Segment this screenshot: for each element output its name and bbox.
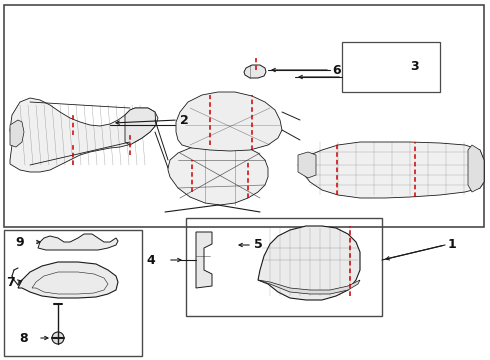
Bar [186, 218, 382, 316]
Polygon shape [298, 142, 484, 198]
Text: 6: 6 [332, 63, 341, 77]
Bar [4, 5, 484, 227]
Text: 5: 5 [254, 239, 263, 252]
Text: 4: 4 [146, 253, 155, 266]
Polygon shape [244, 65, 266, 78]
Polygon shape [168, 144, 268, 205]
Polygon shape [176, 92, 282, 151]
Polygon shape [298, 152, 316, 178]
Text: 3: 3 [410, 59, 418, 72]
Bar [342, 42, 440, 92]
Text: 1: 1 [448, 239, 457, 252]
Polygon shape [196, 232, 212, 288]
Polygon shape [38, 234, 118, 250]
Polygon shape [10, 120, 24, 147]
Circle shape [52, 332, 64, 344]
Circle shape [201, 275, 207, 281]
Polygon shape [258, 226, 360, 300]
Text: 8: 8 [20, 332, 28, 345]
Text: 7: 7 [6, 275, 15, 288]
Text: 9: 9 [15, 235, 24, 248]
Polygon shape [125, 108, 156, 145]
Polygon shape [18, 262, 118, 298]
Polygon shape [468, 145, 484, 192]
Polygon shape [10, 98, 158, 172]
Text: 2: 2 [180, 113, 189, 126]
Circle shape [201, 239, 207, 245]
Bar [4, 230, 142, 356]
Polygon shape [258, 280, 360, 294]
